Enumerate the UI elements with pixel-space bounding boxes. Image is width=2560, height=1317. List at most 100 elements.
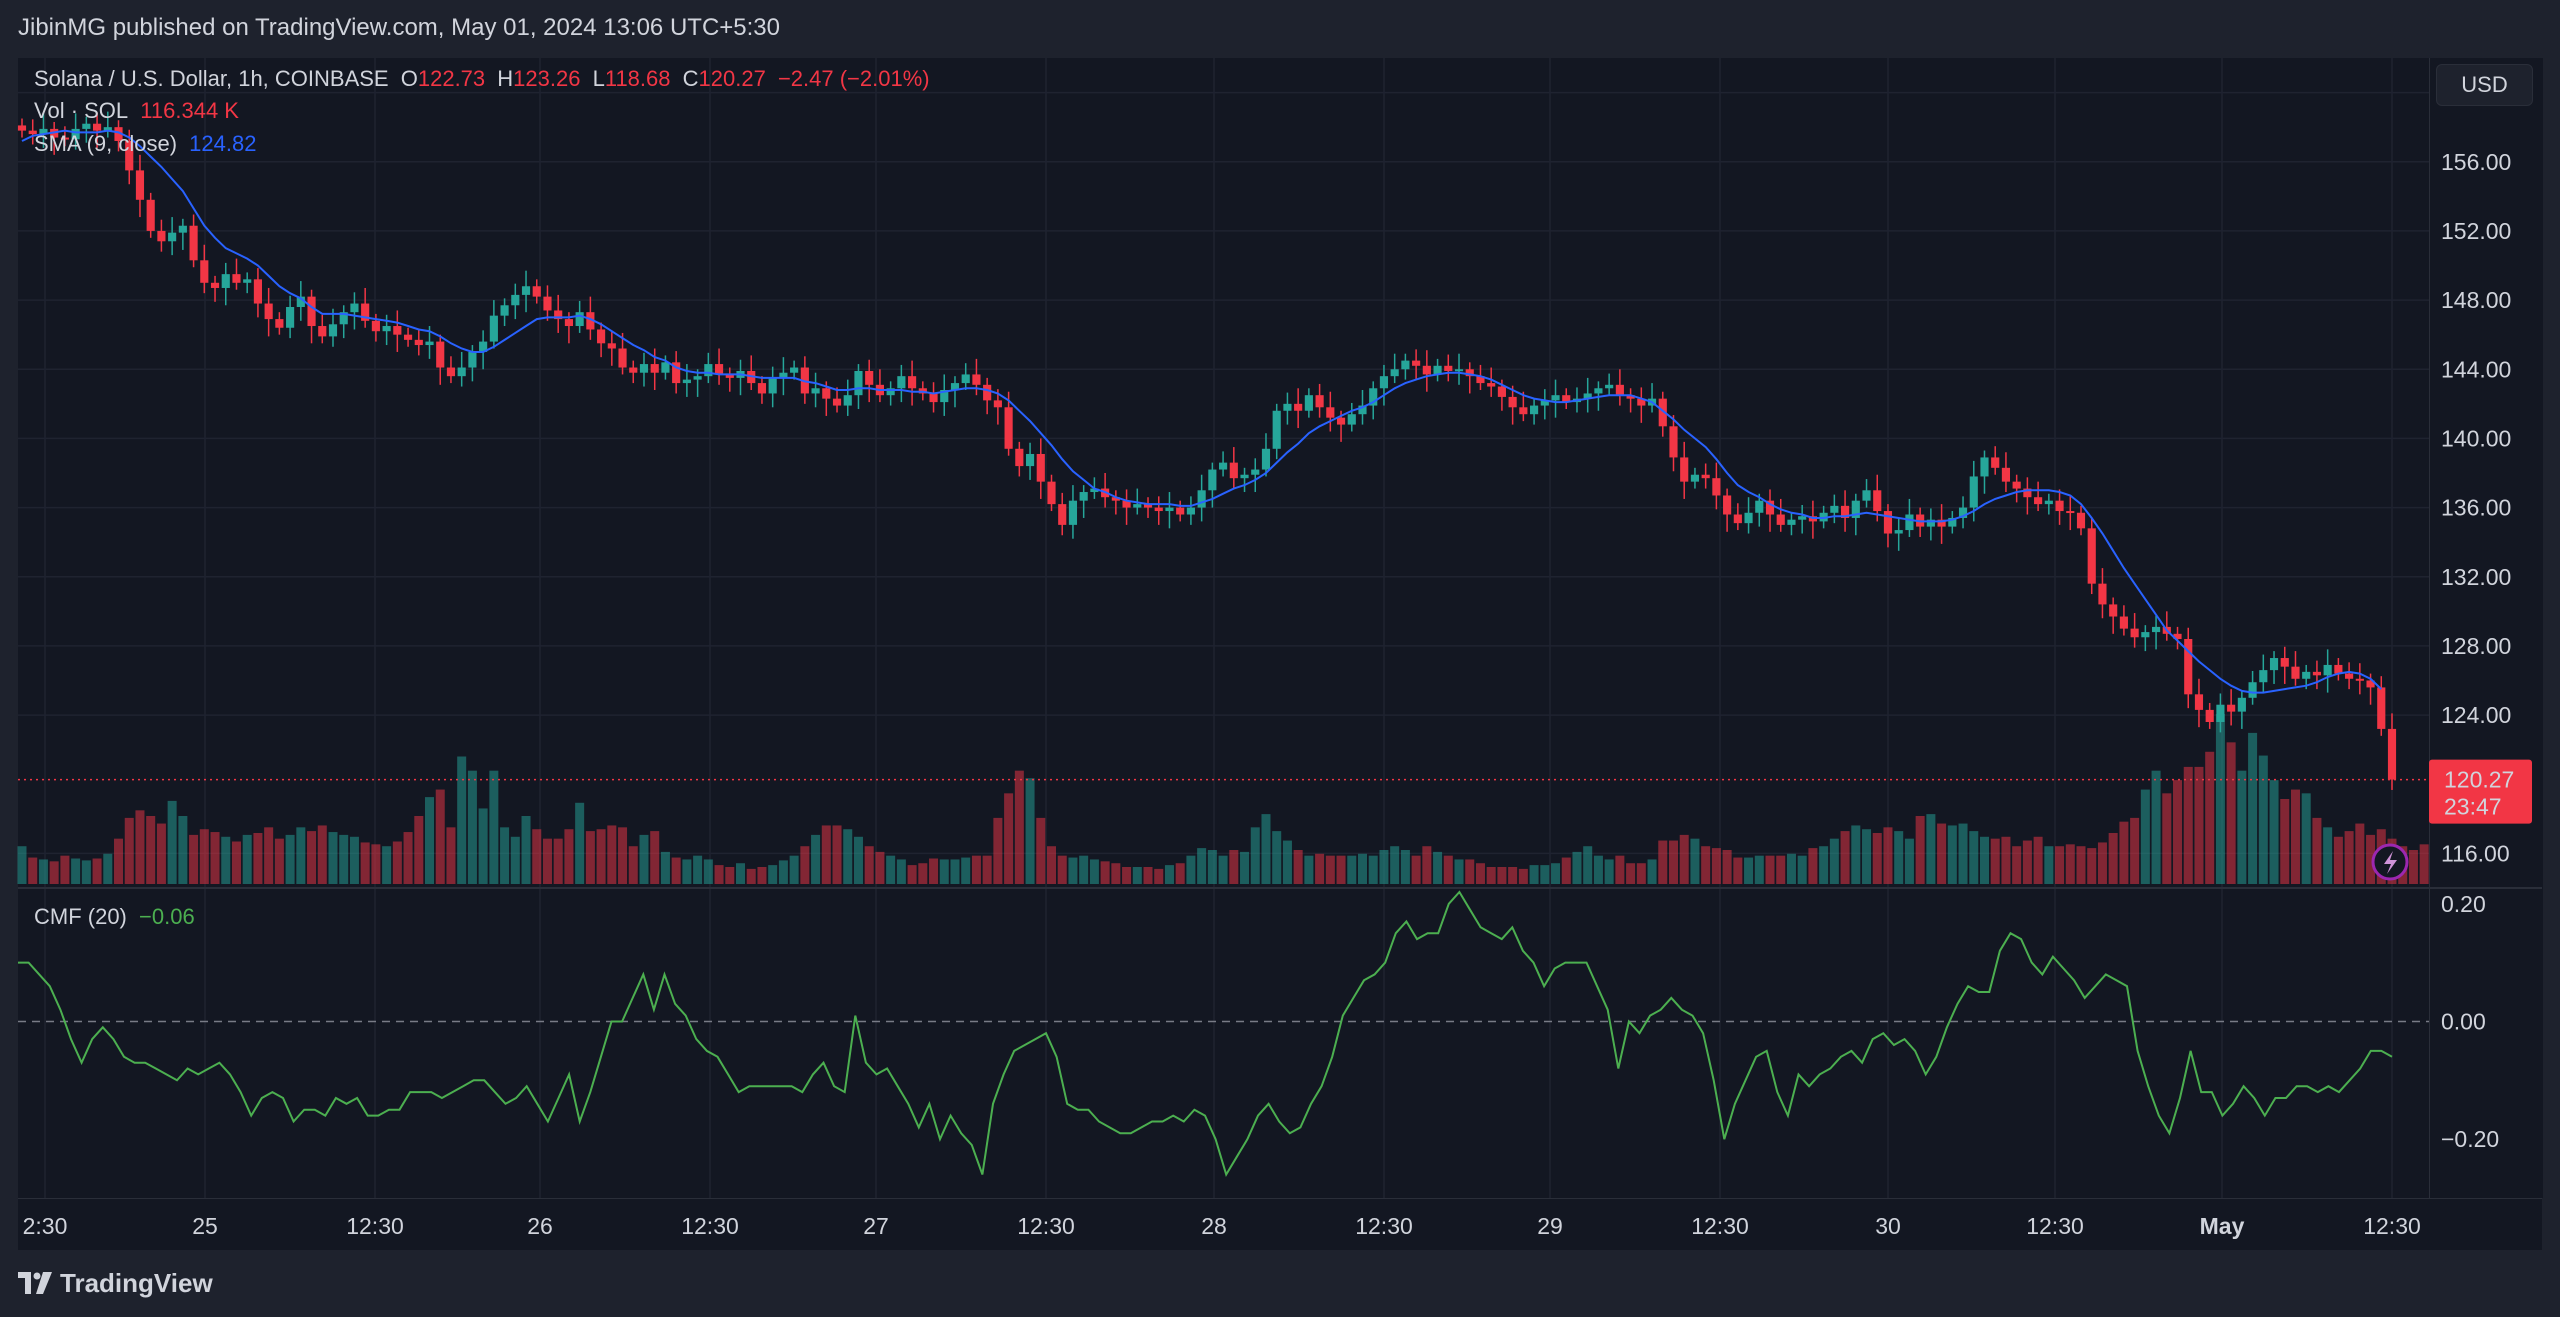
- volume-bar: [1164, 865, 1174, 884]
- volume-bar: [2408, 850, 2418, 884]
- candle-body: [1133, 504, 1142, 508]
- candle-body: [243, 279, 252, 283]
- volume-bar: [360, 842, 370, 884]
- candle-body: [1379, 376, 1389, 389]
- volume-bar: [746, 868, 756, 884]
- volume-bar: [1851, 825, 1861, 884]
- chart-pane[interactable]: [18, 58, 2429, 1198]
- time-axis[interactable]: [18, 1198, 2542, 1251]
- volume-bar: [1433, 851, 1443, 884]
- volume-bar: [1411, 855, 1421, 884]
- cmf-label[interactable]: CMF (20): [34, 904, 127, 929]
- cmf-line: [18, 890, 2393, 1177]
- candle-body: [2151, 626, 2161, 633]
- candle-body: [446, 367, 456, 377]
- volume-bar: [1593, 855, 1603, 884]
- volume-bar: [993, 817, 1003, 884]
- candle-body: [92, 123, 102, 131]
- volume-bar: [1679, 834, 1689, 884]
- candle-body: [1851, 500, 1860, 518]
- volume-bar: [1786, 853, 1796, 884]
- volume-bar: [971, 855, 981, 884]
- candle-body: [1798, 516, 1807, 520]
- candle-body: [1873, 490, 1882, 512]
- volume-bar: [231, 841, 241, 884]
- volume-bar: [199, 829, 209, 884]
- candle-body: [725, 374, 734, 378]
- volume-bar: [1829, 838, 1839, 884]
- volume-bar: [1765, 855, 1775, 884]
- candle-body: [543, 296, 552, 311]
- price-axis[interactable]: [2429, 58, 2543, 1198]
- candle-body: [682, 379, 691, 384]
- candle-body: [2012, 481, 2021, 489]
- volume-value: 116.344 K: [140, 98, 239, 123]
- candle-body: [1358, 405, 1367, 415]
- volume-bar: [156, 823, 166, 884]
- candle-body: [1497, 386, 1506, 397]
- symbol-title[interactable]: Solana / U.S. Dollar, 1h, COINBASE: [34, 66, 389, 91]
- volume-bar: [1990, 838, 2000, 884]
- volume-label[interactable]: Vol · SOL: [34, 98, 129, 123]
- volume-bar: [1014, 770, 1024, 884]
- volume-bar: [1240, 851, 1250, 884]
- volume-bar: [950, 859, 960, 884]
- volume-bar: [1958, 823, 1968, 884]
- candle-body: [425, 341, 434, 346]
- volume-bar: [1443, 855, 1453, 884]
- candle-body: [2248, 682, 2257, 698]
- volume-bar: [939, 859, 949, 884]
- open-value: 122.73: [417, 66, 486, 91]
- volume-bar: [167, 800, 177, 884]
- volume-bar: [2044, 846, 2054, 884]
- volume-bar: [585, 831, 595, 884]
- volume-bar: [28, 857, 38, 884]
- candle-body: [854, 370, 863, 396]
- volume-bar: [178, 816, 188, 884]
- candle-body: [1058, 504, 1067, 525]
- volume-bar: [124, 817, 134, 884]
- candle-body: [2066, 511, 2075, 514]
- footer-brand[interactable]: TradingView: [60, 1268, 213, 1298]
- candle-body: [1208, 469, 1217, 491]
- tradingview-logo-icon: [18, 1272, 52, 1294]
- candle-body: [1980, 457, 1989, 477]
- volume-bar: [2215, 714, 2225, 884]
- volume-bar: [1819, 846, 1829, 884]
- candle-body: [489, 315, 498, 342]
- volume-bar: [918, 863, 928, 884]
- candle-body: [1487, 383, 1496, 387]
- open-label: O: [400, 66, 418, 91]
- candle-body: [157, 230, 166, 242]
- volume-bar: [768, 865, 778, 884]
- volume-bar: [2108, 833, 2118, 884]
- volume-bar: [1315, 853, 1325, 884]
- volume-bar: [896, 859, 906, 884]
- lightning-icon[interactable]: [2371, 843, 2409, 881]
- volume-bar: [693, 855, 703, 884]
- volume-bar: [38, 859, 48, 884]
- volume-bar: [789, 855, 799, 884]
- volume-bar: [221, 836, 231, 884]
- currency-button[interactable]: USD: [2436, 64, 2533, 106]
- candle-body: [714, 364, 724, 375]
- candle-body: [1583, 393, 1592, 399]
- volume-bar: [553, 838, 563, 884]
- candle-body: [1862, 490, 1871, 501]
- volume-bar: [596, 829, 606, 884]
- volume-bar: [1100, 861, 1110, 884]
- volume-bar: [1797, 855, 1807, 884]
- candle-body: [2130, 628, 2139, 638]
- volume-bar: [1518, 868, 1528, 884]
- candle-body: [1444, 365, 1453, 371]
- volume-bar: [714, 865, 724, 884]
- sma-label[interactable]: SMA (9, close): [34, 131, 178, 156]
- candle-body: [1047, 481, 1056, 505]
- volume-bar: [1540, 865, 1550, 884]
- time-tick: 12:30: [1355, 1213, 1413, 1239]
- candle-body: [275, 319, 284, 328]
- candle-body: [1294, 403, 1303, 411]
- volume-bar: [671, 857, 681, 884]
- time-tick: 30: [1875, 1213, 1901, 1239]
